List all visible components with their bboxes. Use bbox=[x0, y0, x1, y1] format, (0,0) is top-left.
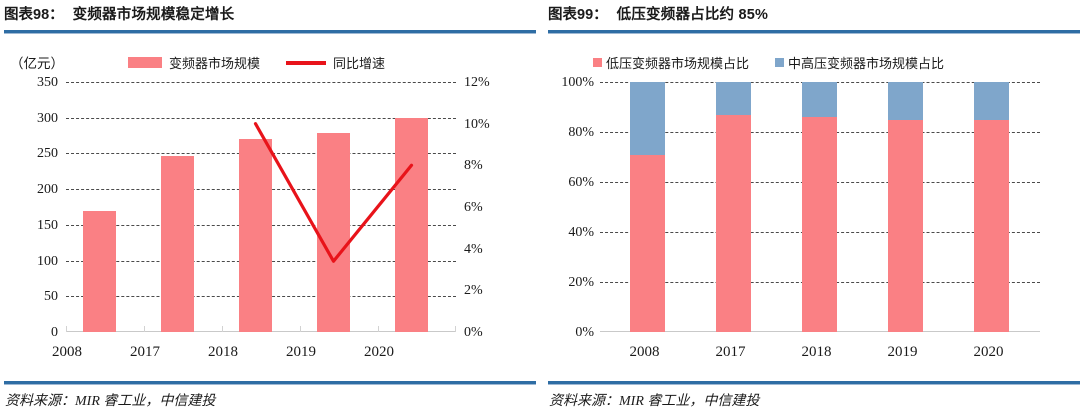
figure-98-chart: （亿元） 变频器市场规模 同比增速 bbox=[4, 34, 536, 360]
x-axis-label-2008: 2008 bbox=[52, 344, 82, 360]
figure-98-plot-area bbox=[66, 82, 456, 332]
source-note-left: 资料来源：MIR 睿工业，中信建投 bbox=[5, 394, 216, 409]
figure-99-title-prefix: 图表99： bbox=[548, 7, 608, 23]
y-tick-label: 0% bbox=[575, 325, 594, 340]
legend-label-high-voltage: 中高压变频器市场规模占比 bbox=[788, 56, 945, 71]
gridline bbox=[66, 82, 456, 83]
y2-tick-label: 4% bbox=[464, 241, 483, 257]
x-tick bbox=[300, 326, 301, 332]
bar-2019 bbox=[317, 133, 350, 332]
bar-2017 bbox=[161, 155, 194, 332]
y-tick-label: 40% bbox=[568, 225, 594, 240]
y-tick-label: 150 bbox=[37, 217, 58, 233]
x-tick bbox=[222, 326, 223, 332]
legend-item-low-voltage: 低压变频器市场规模占比 bbox=[593, 53, 749, 72]
x-axis-label-2018: 2018 bbox=[208, 344, 238, 360]
y2-tick-label: 2% bbox=[464, 283, 483, 299]
stacked-bar-2019 bbox=[888, 82, 923, 332]
x-axis-label-2019: 2019 bbox=[887, 344, 918, 360]
y-tick-label: 50 bbox=[44, 289, 58, 305]
low-voltage-swatch-icon bbox=[593, 58, 602, 67]
y-tick-label: 60% bbox=[568, 175, 594, 190]
x-axis-label-2017: 2017 bbox=[715, 344, 746, 360]
y-tick-label: 300 bbox=[37, 110, 58, 126]
legend-label-growth-rate: 同比增速 bbox=[333, 56, 386, 71]
segment-high-voltage-2019 bbox=[888, 82, 923, 120]
y-axis-unit-left: （亿元） bbox=[10, 56, 64, 71]
figure-99-chart: 低压变频器市场规模占比 中高压变频器市场规模占比 bbox=[548, 34, 1080, 360]
figure-98-legend: 变频器市场规模 同比增速 bbox=[128, 53, 385, 72]
bar-2018 bbox=[239, 139, 272, 332]
y-tick-label: 250 bbox=[37, 146, 58, 162]
y-tick-label: 20% bbox=[568, 275, 594, 290]
source-note-right: 资料来源：MIR 睿工业，中信建投 bbox=[549, 394, 760, 409]
y2-tick-label: 6% bbox=[464, 200, 483, 215]
bar-2020 bbox=[395, 117, 428, 332]
y-tick-label: 350 bbox=[37, 75, 58, 90]
x-tick bbox=[455, 326, 456, 332]
segment-low-voltage-2008 bbox=[630, 154, 665, 332]
y-tick-label: 80% bbox=[568, 125, 594, 140]
figure-99-title: 图表99： 低压变频器占比约 85% bbox=[548, 0, 1080, 25]
figure-99-title-text: 低压变频器占比约 85% bbox=[616, 7, 769, 23]
y-tick-label: 0 bbox=[51, 325, 58, 340]
segment-high-voltage-2018 bbox=[802, 82, 837, 117]
x-axis-label-2020: 2020 bbox=[364, 344, 394, 360]
legend-item-market-size: 变频器市场规模 bbox=[128, 53, 260, 72]
source-rule-left bbox=[4, 381, 536, 385]
segment-low-voltage-2017 bbox=[716, 114, 751, 332]
stacked-bar-2017 bbox=[716, 82, 751, 332]
line-swatch-icon bbox=[286, 60, 327, 65]
y-tick-label: 200 bbox=[37, 182, 58, 198]
segment-low-voltage-2019 bbox=[888, 119, 923, 332]
high-voltage-swatch-icon bbox=[775, 58, 785, 67]
y2-tick-label: 10% bbox=[464, 116, 490, 132]
x-tick bbox=[66, 326, 67, 332]
figure-98-title-prefix: 图表98： bbox=[4, 7, 64, 23]
y2-tick-label: 12% bbox=[464, 75, 490, 90]
segment-high-voltage-2020 bbox=[974, 82, 1009, 120]
legend-item-growth-rate: 同比增速 bbox=[286, 53, 385, 72]
figure-99-plot-area bbox=[600, 82, 1040, 332]
bar-2008 bbox=[83, 210, 116, 332]
title-rule-left bbox=[4, 30, 536, 34]
y2-tick-label: 8% bbox=[464, 158, 483, 174]
segment-high-voltage-2008 bbox=[630, 82, 665, 155]
gridline bbox=[66, 117, 456, 119]
x-axis-label-2017: 2017 bbox=[130, 344, 160, 360]
y-tick-label: 100% bbox=[561, 75, 594, 90]
y2-tick-label: 0% bbox=[464, 325, 483, 340]
stacked-bar-2020 bbox=[974, 82, 1009, 332]
figure-99-legend: 低压变频器市场规模占比 中高压变频器市场规模占比 bbox=[593, 53, 944, 72]
segment-high-voltage-2017 bbox=[716, 82, 751, 115]
stacked-bar-2018 bbox=[802, 82, 837, 332]
segment-low-voltage-2020 bbox=[974, 119, 1009, 332]
growth-rate-line bbox=[253, 122, 414, 263]
x-axis-label-2008: 2008 bbox=[629, 344, 660, 360]
figure-98-title-text: 变频器市场规模稳定增长 bbox=[72, 7, 235, 23]
x-axis-label-2018: 2018 bbox=[801, 344, 832, 360]
legend-item-high-voltage: 中高压变频器市场规模占比 bbox=[775, 53, 944, 72]
legend-label-market-size: 变频器市场规模 bbox=[169, 56, 261, 71]
title-rule-right bbox=[548, 30, 1080, 34]
x-axis-label-2020: 2020 bbox=[973, 344, 1004, 360]
y-tick-label: 100 bbox=[37, 253, 58, 269]
source-rule-right bbox=[548, 381, 1080, 385]
bar-swatch-icon bbox=[128, 57, 162, 68]
segment-low-voltage-2018 bbox=[802, 117, 837, 332]
legend-label-low-voltage: 低压变频器市场规模占比 bbox=[606, 56, 750, 71]
x-axis-label-2019: 2019 bbox=[286, 344, 316, 360]
figure-99-panel: 图表99： 低压变频器占比约 85% 低压变频器市场规模占比 中高压变频器市场规模… bbox=[548, 0, 1080, 415]
stacked-bar-2008 bbox=[630, 82, 665, 332]
x-tick bbox=[378, 326, 379, 332]
figure-98-title: 图表98： 变频器市场规模稳定增长 bbox=[4, 0, 536, 25]
x-tick bbox=[144, 326, 145, 332]
figure-98-panel: 图表98： 变频器市场规模稳定增长 （亿元） 变频器市场规模 同比增速 bbox=[4, 0, 536, 415]
